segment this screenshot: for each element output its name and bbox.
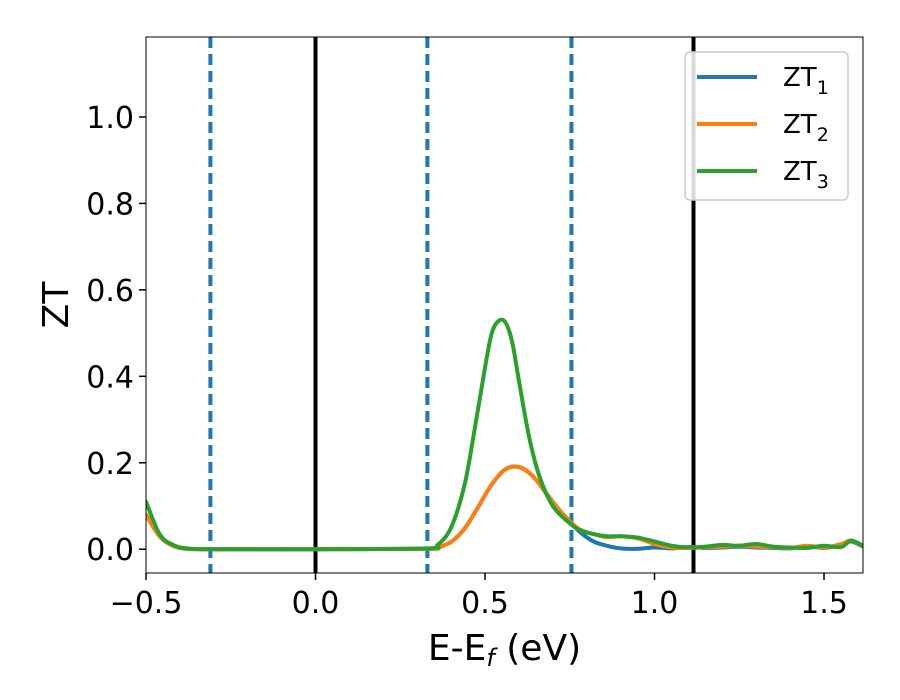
legend-entry-zt2: ZT2 <box>783 110 829 146</box>
x-axis-title-suffix: (eV) <box>495 628 581 669</box>
x-axis-title: E-Ef (eV) <box>428 628 581 672</box>
x-tick-label: −0.5 <box>110 586 183 621</box>
y-axis-ticks: 0.0 0.2 0.4 0.6 0.8 1.0 <box>86 101 146 568</box>
legend-entry-name: ZT <box>783 110 817 140</box>
series-line-zt2 <box>146 464 863 552</box>
legend-entry-zt3: ZT3 <box>783 157 829 193</box>
y-tick-label: 0.0 <box>86 533 134 568</box>
legend-entry-subscript: 3 <box>817 171 829 193</box>
y-tick-label: 0.4 <box>86 360 134 395</box>
series-lines <box>146 317 863 552</box>
x-tick-label: 1.5 <box>800 586 848 621</box>
legend-box <box>684 51 849 201</box>
vertical-reference-lines <box>208 37 696 573</box>
x-tick-label: 0.5 <box>461 586 509 621</box>
x-axis-title-base: E-E <box>428 628 486 669</box>
x-tick-label: 0.0 <box>292 586 340 621</box>
series-line-zt1 <box>146 464 863 552</box>
y-axis-title: ZT <box>36 281 77 329</box>
legend-entry-name: ZT <box>783 157 817 187</box>
x-tick-label: 1.0 <box>631 586 679 621</box>
legend-entry-zt1: ZT1 <box>783 63 829 99</box>
legend-entry-name: ZT <box>783 63 817 93</box>
y-tick-label: 1.0 <box>86 101 134 136</box>
y-tick-label: 0.2 <box>86 447 134 482</box>
x-axis-ticks: −0.5 0.0 0.5 1.0 1.5 <box>110 573 848 621</box>
legend-entry-subscript: 2 <box>817 124 829 146</box>
y-tick-label: 0.8 <box>86 187 134 222</box>
y-tick-label: 0.6 <box>86 274 134 309</box>
series-line-zt3 <box>146 317 863 552</box>
legend-entry-subscript: 1 <box>817 77 829 99</box>
plot-frame <box>145 36 864 574</box>
